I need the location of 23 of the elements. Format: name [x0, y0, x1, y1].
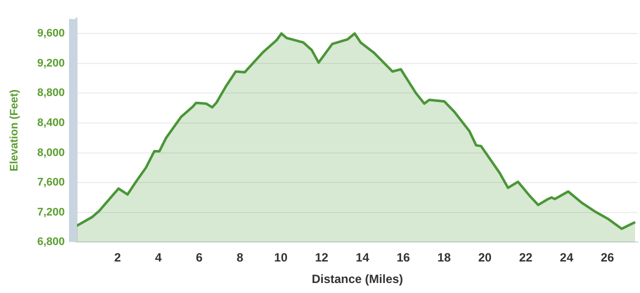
x-tick-label: 26 [600, 250, 614, 265]
x-tick-label: 24 [560, 250, 574, 265]
x-tick-label: 22 [519, 250, 533, 265]
x-tick-label: 4 [155, 250, 162, 265]
y-tick-label: 9,200 [37, 57, 65, 70]
x-tick-label: 2 [114, 250, 122, 265]
y-axis-title: Elevation (Feet) [8, 89, 21, 172]
y-tick-label: 9,600 [37, 28, 65, 40]
y-tick-label: 7,600 [37, 176, 65, 189]
y-tick-label: 8,400 [37, 116, 65, 129]
x-tick-label: 10 [274, 250, 288, 265]
y-tick-label: 7,200 [37, 206, 65, 218]
x-tick-label: 14 [356, 250, 370, 265]
y-tick-label: 8,800 [37, 87, 65, 100]
x-tick-label: 8 [236, 250, 244, 265]
x-tick-label: 16 [396, 250, 410, 265]
x-tick-label: 18 [437, 250, 452, 265]
y-tick-label: 6,800 [37, 236, 65, 248]
x-tick-label: 12 [314, 250, 329, 265]
x-axis-title: Distance (Miles) [312, 272, 404, 286]
x-tick-label: 6 [196, 250, 203, 265]
y-tick-label: 8,000 [37, 146, 65, 159]
x-tick-label: 20 [478, 250, 492, 265]
